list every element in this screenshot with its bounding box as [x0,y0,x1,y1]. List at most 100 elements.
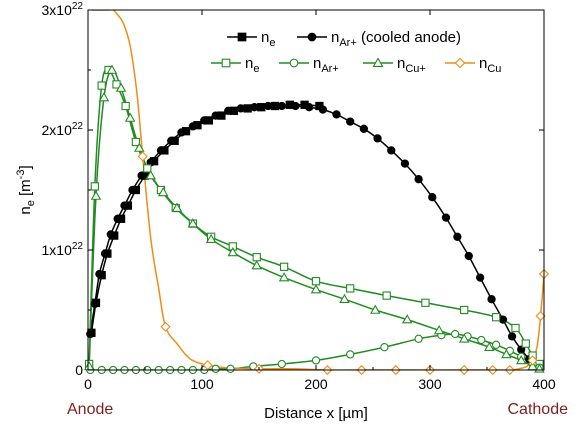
data-point-nAr_cooled [156,146,166,155]
data-point-nCu_ion [251,260,262,270]
legend-marker [221,58,231,68]
legend-marker [454,57,466,69]
y-tick-label: 1x1022 [42,241,84,258]
data-point-nAr [414,334,423,343]
legend-marker [289,58,299,68]
series-line-ne [88,69,541,365]
data-point-ne_cooled [257,103,266,112]
data-point-nCu_ion [115,82,127,92]
data-point-ne [521,339,530,348]
data-point-nCu_ion [90,190,102,200]
x-axis: 0 100 200 300 400 [84,10,556,392]
data-point-ne [279,262,289,271]
marker-layer [83,64,550,376]
data-point-nAr_cooled [120,201,129,210]
y-axis: 0 1x1022 2x10 22 3x1022 [42,1,544,378]
data-point-ne_cooled [243,104,252,113]
legend-label: nCu [479,55,501,75]
data-point-nAr_cooled [128,185,137,195]
data-point-nAr_cooled [453,232,462,241]
data-point-nCu_ion [401,314,413,324]
data-point-nAr_cooled [113,214,122,223]
legend: ne nAr+ (cooled anode)ne nAr+ nCu+ nCu [211,29,501,75]
data-point-nCu_ion [501,348,512,359]
data-point-nAr_cooled [487,295,496,304]
data-point-nCu_ion [157,186,169,197]
data-point-ne [311,277,321,286]
series-markers-nCu_ion [83,64,545,373]
data-point-nAr_cooled [100,249,110,258]
legend-label-sub: Cu [487,63,501,75]
legend-label-sub: Cu+ [405,63,426,75]
data-point-ne [346,284,355,293]
data-point-nAr [211,364,220,373]
y-axis-label: ne [m-3] [15,165,37,214]
data-point-ne_cooled [270,101,280,111]
data-point-nAr_cooled [318,105,327,114]
legend-item-nAr_cooled: nAr+ (cooled anode) [297,29,461,49]
legend-label: ne [261,29,275,49]
data-point-nCu_ion [484,341,495,351]
data-point-nCu_ion [124,112,136,122]
x-tick-label: 0 [84,376,92,392]
cathode-label: Cathode [508,401,569,418]
data-point-nAr_cooled [507,332,517,341]
legend-label: nAr+ [313,55,339,75]
y-tick-label: 3x1022 [42,1,84,18]
y-tick-label-exp: 22 [72,241,84,252]
series-markers-ne_cooled [87,100,324,337]
x-tick-label: 300 [418,376,442,392]
legend-item-nCu_ion: nCu+ [363,55,426,75]
legend-label-sub: e [253,63,259,75]
data-point-nAr_cooled [291,101,300,111]
data-point-nAr_cooled [305,103,314,112]
legend-label: nAr+ (cooled anode) [331,29,461,49]
data-point-nAr [311,356,321,365]
x-tick-label: 100 [190,376,214,392]
legend-item-nAr: nAr+ [279,55,339,75]
y-axis-label-unit-sup: -3 [15,170,27,180]
data-point-nAr_cooled [167,136,176,145]
data-point-nCu_ion [98,92,110,102]
data-point-nCu_ion [458,333,470,343]
data-point-nCu_ion [187,218,199,228]
series-line-nAr [90,333,540,370]
data-point-nCu_ion [433,324,445,335]
series-line-ne_cooled [90,103,320,333]
data-point-ne [131,137,141,147]
data-point-nAr_cooled [200,116,209,125]
legend-label-sub: Ar+ [321,63,338,75]
y-tick-label-base: 2x10 [42,122,73,138]
series-line-nCu_ion [88,69,540,370]
data-point-nCu_ion [515,354,527,365]
data-point-nAr_cooled [236,104,245,113]
data-point-nAr [277,359,286,369]
data-point-nCu [527,355,538,366]
data-point-nAr_cooled [373,134,382,143]
data-point-nAr [226,364,235,373]
series-line-nAr_cooled [89,105,536,366]
data-point-ne [143,164,152,173]
legend-label-base: n [397,55,405,72]
data-point-nCu_ion [171,202,183,212]
data-point-nAr [380,343,389,352]
legend-marker [307,32,317,42]
data-point-ne [491,313,501,322]
y-tick-label: 0 [75,362,83,378]
y-axis-label-unit-close: ] [17,165,34,169]
data-point-nCu_ion [370,304,381,314]
legend-marker [372,57,384,67]
legend-item-ne_cooled: ne [227,29,275,49]
data-point-nAr [477,335,486,345]
data-point-nAr_cooled [476,273,485,282]
data-point-ne [421,298,430,307]
data-point-ne [90,182,99,191]
data-point-nCu_ion [106,64,118,74]
series-markers-nAr_cooled [86,101,540,370]
series-markers-nAr [86,329,544,375]
data-point-nAr_cooled [414,175,423,184]
legend-item-ne: ne [211,55,259,75]
y-tick-label-base: 3x10 [42,2,73,18]
data-point-nCu_ion [310,284,322,294]
data-point-nAr_cooled [441,213,451,222]
